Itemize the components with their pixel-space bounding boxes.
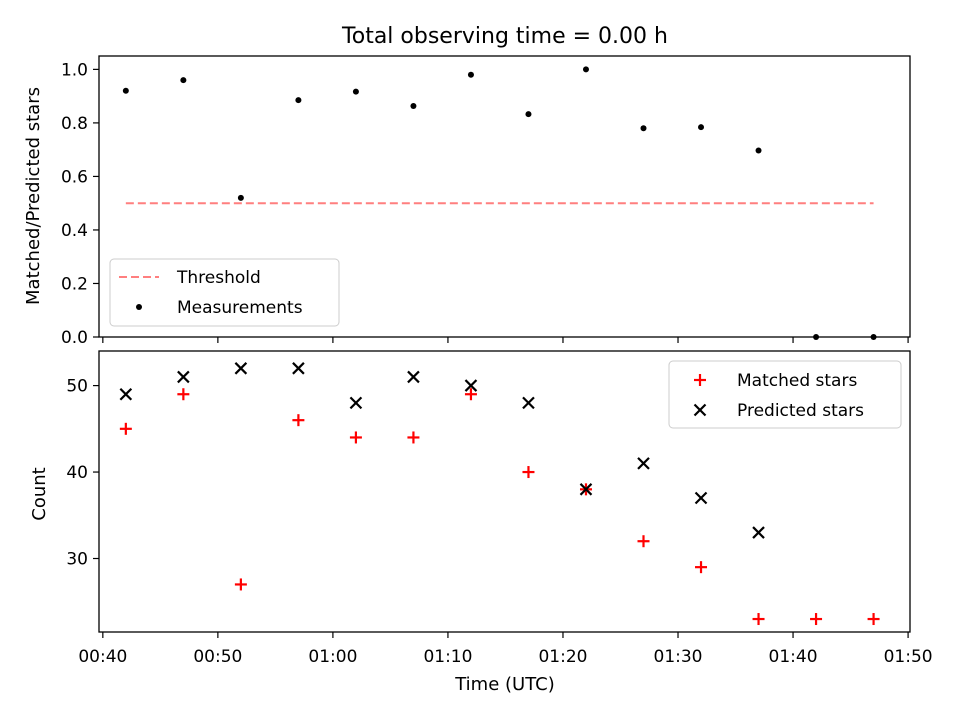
measurement-point xyxy=(640,125,647,132)
predicted-star-point xyxy=(522,396,535,410)
x-tick-label: 01:30 xyxy=(654,647,703,667)
measurement-point xyxy=(525,111,532,118)
measurement-point xyxy=(467,71,474,78)
x-axis-label: Time (UTC) xyxy=(454,674,555,695)
measurement-point xyxy=(352,88,359,95)
bottom-y-tick-label: 50 xyxy=(66,377,88,397)
x-tick-label: 00:50 xyxy=(193,647,242,667)
matched-star-point xyxy=(637,535,650,548)
measurement-point xyxy=(755,147,762,154)
legend-measurement-marker xyxy=(136,304,142,310)
predicted-star-point xyxy=(119,387,133,401)
bottom-y-tick-label: 30 xyxy=(66,550,88,570)
x-tick-label: 01:50 xyxy=(884,647,933,667)
x-tick-label: 01:40 xyxy=(769,647,818,667)
legend-predicted-label: Predicted stars xyxy=(737,401,864,421)
legend-matched-label: Matched stars xyxy=(737,371,857,391)
measurement-point xyxy=(295,97,302,104)
legend-predicted-marker xyxy=(693,403,707,417)
top-y-tick-label: 0.0 xyxy=(61,328,88,348)
legend-measurement-label: Measurements xyxy=(177,298,303,318)
matched-star-point xyxy=(234,578,247,591)
top-panel: 0.0 0.2 0.4 0.6 0.8 1.0 Threshold Measurements xyxy=(61,55,911,348)
bottom-plot-frame xyxy=(98,350,911,633)
x-tick-label: 00:40 xyxy=(78,647,127,667)
matched-star-point xyxy=(292,414,305,427)
matched-star-point xyxy=(810,613,823,626)
top-y-tick-label: 0.6 xyxy=(61,167,88,187)
top-y-tick-label: 0.2 xyxy=(61,274,88,294)
predicted-star-point xyxy=(407,370,420,384)
measurement-point xyxy=(698,124,705,131)
matched-star-point xyxy=(522,466,535,479)
predicted-star-point xyxy=(752,526,765,539)
x-tick-label: 01:20 xyxy=(538,647,587,667)
predicted-star-point xyxy=(177,370,190,384)
bottom-legend: Matched stars Predicted stars xyxy=(668,360,902,429)
bottom-legend-box xyxy=(668,360,902,429)
matched-star-point xyxy=(464,388,477,401)
bottom-y-tick-label: 40 xyxy=(66,463,88,483)
measurement-point xyxy=(180,77,187,84)
measurement-point xyxy=(582,66,589,73)
predicted-star-point xyxy=(234,362,248,375)
matched-star-point xyxy=(695,561,708,574)
top-y-axis-label: Matched/Predicted stars xyxy=(23,87,44,305)
measurement-point xyxy=(237,194,244,201)
measurement-point xyxy=(122,87,129,94)
matched-star-point xyxy=(752,613,765,626)
predicted-star-point xyxy=(579,483,593,496)
legend-threshold-label: Threshold xyxy=(176,268,261,288)
predicted-star-point xyxy=(349,396,363,410)
matched-star-point xyxy=(349,431,362,444)
x-tick-label: 01:10 xyxy=(423,647,472,667)
bottom-y-axis-label: Count xyxy=(29,467,50,520)
measurement-point xyxy=(410,103,417,110)
predicted-star-point xyxy=(292,362,305,375)
bottom-panel: 30 40 50 00:40 00:50 01:00 01:10 01:20 01:30 01:4… xyxy=(66,350,933,667)
top-y-tick-label: 0.8 xyxy=(61,114,88,134)
matched-star-point xyxy=(177,388,190,401)
matched-star-point xyxy=(119,422,132,435)
matched-star-point xyxy=(867,613,880,626)
top-plot-frame xyxy=(98,55,911,338)
top-y-tick-label: 1.0 xyxy=(61,60,88,80)
predicted-star-point xyxy=(694,491,708,505)
chart-title: Total observing time = 0.00 h xyxy=(341,24,668,49)
x-tick-label: 01:00 xyxy=(308,647,357,667)
top-legend-box xyxy=(109,258,340,327)
top-legend: Threshold Measurements xyxy=(109,258,340,327)
legend-matched-marker xyxy=(694,374,706,386)
matched-star-point xyxy=(407,431,420,444)
predicted-star-point xyxy=(637,457,650,470)
predicted-star-point xyxy=(464,379,478,392)
top-y-tick-label: 0.4 xyxy=(61,221,88,241)
